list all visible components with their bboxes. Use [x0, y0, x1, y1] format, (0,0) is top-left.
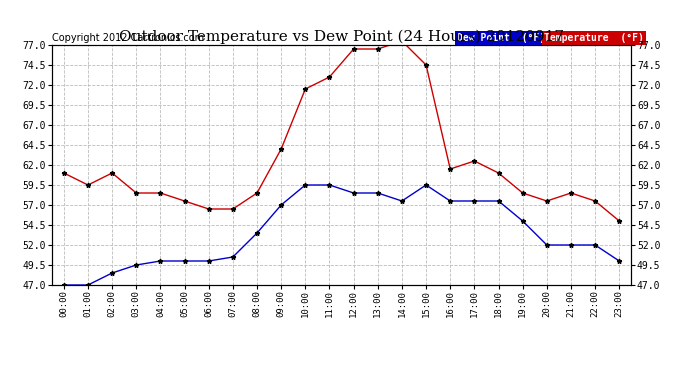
- Text: Temperature  (°F): Temperature (°F): [544, 33, 644, 43]
- Text: Dew Point  (°F): Dew Point (°F): [457, 33, 545, 43]
- Text: Copyright 2012 Cartronics.com: Copyright 2012 Cartronics.com: [52, 33, 204, 43]
- Title: Outdoor Temperature vs Dew Point (24 Hours) 20120917: Outdoor Temperature vs Dew Point (24 Hou…: [119, 30, 564, 44]
